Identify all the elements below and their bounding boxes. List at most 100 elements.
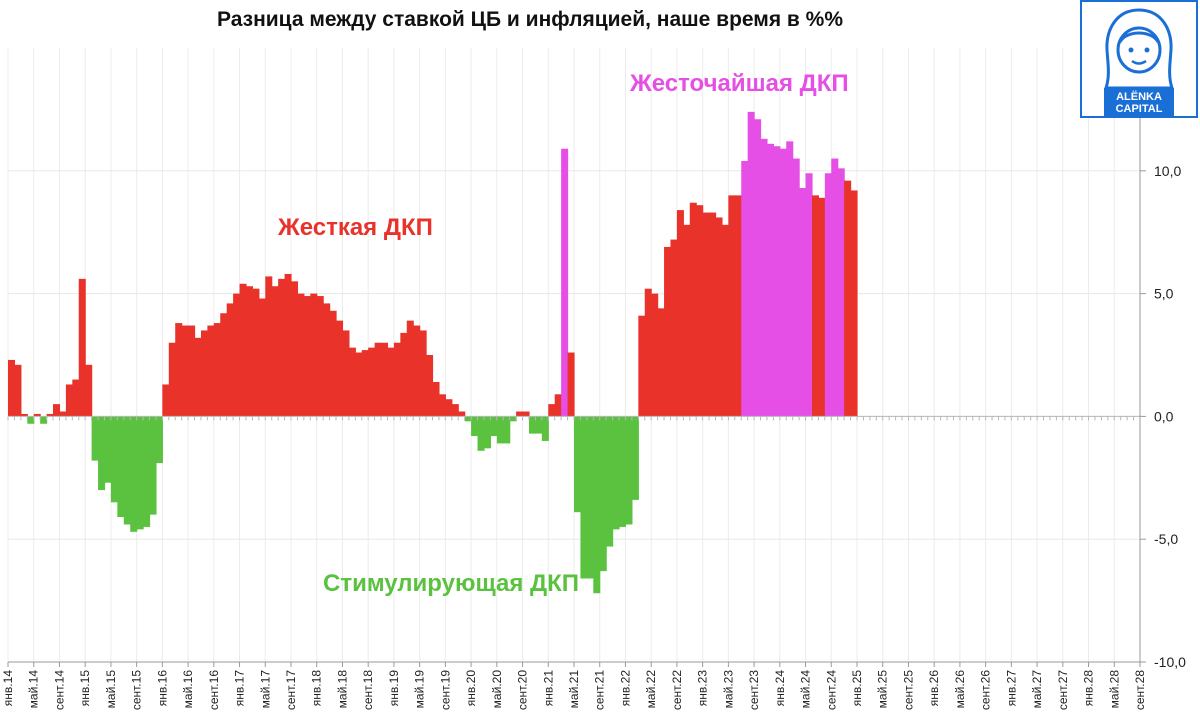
bar <box>689 202 697 417</box>
bar <box>136 416 144 530</box>
bar <box>91 416 99 461</box>
bar <box>329 310 337 417</box>
bar <box>786 141 794 417</box>
bar <box>226 303 234 417</box>
bar <box>188 325 196 417</box>
bar <box>438 394 446 417</box>
x-tick-label: сент.19 <box>438 670 452 710</box>
bar <box>98 416 106 491</box>
bar <box>104 416 112 483</box>
x-tick-label: янв.22 <box>618 670 632 707</box>
bar <box>709 212 717 417</box>
bar <box>432 382 440 417</box>
x-tick-label: май.17 <box>258 670 272 709</box>
bar <box>522 411 530 417</box>
chart-title: Разница между ставкой ЦБ и инфляцией, на… <box>216 8 844 31</box>
bar <box>644 288 652 417</box>
bar <box>252 288 260 417</box>
bar <box>149 416 157 515</box>
bar <box>638 315 646 417</box>
x-tick-label: сент.25 <box>901 670 915 710</box>
bar <box>355 352 363 417</box>
bar <box>606 416 614 547</box>
bar <box>303 296 311 417</box>
bar <box>348 347 356 417</box>
annotation-stimulating-policy: Стимулирующая ДКП <box>323 570 580 597</box>
bar <box>850 190 858 417</box>
bar <box>53 404 61 417</box>
bar <box>368 347 376 417</box>
bar <box>818 197 826 417</box>
x-tick-label: май.19 <box>413 670 427 709</box>
svg-text:ALËNKA: ALËNKA <box>1116 90 1162 103</box>
bar <box>599 416 607 572</box>
bar <box>574 416 582 513</box>
x-tick-label: янв.16 <box>155 670 169 707</box>
bar <box>278 278 286 417</box>
x-tick-label: янв.17 <box>233 670 247 707</box>
bar <box>316 296 324 417</box>
bar <box>374 342 382 417</box>
bar <box>168 342 176 417</box>
annotation-tightest-policy: Жесточайшая ДКП <box>630 70 849 97</box>
bar <box>194 337 202 417</box>
bar <box>554 394 562 417</box>
x-tick-label: сент.20 <box>516 670 530 710</box>
x-tick-label: янв.26 <box>927 670 941 707</box>
x-tick-label: май.21 <box>567 670 581 709</box>
bar <box>220 313 228 417</box>
bar <box>265 276 273 417</box>
bar <box>516 411 524 417</box>
bar <box>528 416 537 434</box>
bar <box>110 416 118 503</box>
x-tick-label: янв.23 <box>696 670 710 707</box>
x-tick-label: май.20 <box>490 670 504 709</box>
y-tick-label: 10,0 <box>1154 163 1181 179</box>
bar <box>400 332 408 417</box>
bar <box>258 298 266 417</box>
bar <box>245 286 254 417</box>
bar <box>46 413 54 417</box>
bar <box>117 416 125 518</box>
x-tick-label: май.14 <box>27 670 41 709</box>
bar <box>33 413 41 417</box>
bar <box>567 352 575 417</box>
bar <box>766 143 774 417</box>
bar <box>728 195 736 417</box>
bar <box>754 119 762 417</box>
bar <box>483 416 491 449</box>
bar <box>741 160 749 417</box>
x-tick-label: сент.21 <box>593 670 607 710</box>
bar <box>406 320 414 417</box>
x-tick-label: май.24 <box>799 670 813 709</box>
bar <box>65 384 73 417</box>
bar <box>310 293 318 417</box>
bar <box>535 416 543 434</box>
x-tick-label: сент.24 <box>824 670 838 710</box>
bar <box>59 411 67 417</box>
bar <box>779 148 787 417</box>
bar <box>792 158 800 417</box>
bar <box>464 416 472 422</box>
bar <box>143 416 151 527</box>
bar <box>78 278 86 417</box>
x-tick-label: сент.17 <box>284 670 298 710</box>
bar <box>181 325 189 417</box>
x-tick-label: сент.18 <box>361 670 375 710</box>
bar <box>162 384 170 417</box>
bar <box>805 173 813 417</box>
bar <box>20 413 28 417</box>
bar <box>381 342 389 417</box>
x-tick-label: май.25 <box>876 670 890 709</box>
y-tick-label: 0,0 <box>1154 408 1174 424</box>
bar <box>580 416 588 579</box>
x-tick-label: янв.24 <box>773 670 787 707</box>
x-tick-label: янв.25 <box>850 670 864 707</box>
x-tick-label: май.28 <box>1107 670 1121 709</box>
bar <box>773 146 781 417</box>
bar <box>831 158 839 417</box>
bar <box>426 355 434 417</box>
x-tick-label: янв.15 <box>78 670 92 707</box>
bar <box>200 330 208 417</box>
